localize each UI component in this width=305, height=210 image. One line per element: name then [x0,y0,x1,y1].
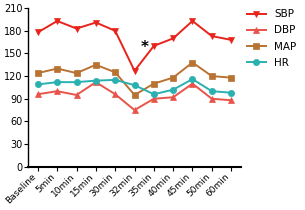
MAP [229,76,233,79]
Line: MAP: MAP [35,59,234,98]
DBP [75,94,78,96]
DBP [56,90,59,92]
HR [191,78,194,80]
SBP [113,30,117,32]
MAP [152,82,156,85]
DBP [94,81,98,83]
MAP [56,67,59,70]
Line: HR: HR [35,76,234,97]
MAP [36,72,40,74]
SBP [171,37,175,40]
SBP [133,70,136,72]
DBP [191,82,194,85]
DBP [171,96,175,98]
Line: SBP: SBP [35,18,234,74]
MAP [191,61,194,64]
HR [229,91,233,94]
HR [210,90,213,92]
MAP [133,94,136,96]
MAP [113,71,117,74]
DBP [229,99,233,101]
MAP [210,75,213,77]
DBP [36,93,40,96]
DBP [133,109,136,111]
HR [56,81,59,83]
Text: *: * [140,40,148,55]
HR [94,79,98,82]
HR [75,81,78,83]
MAP [171,76,175,79]
SBP [94,21,98,24]
Legend: SBP, DBP, MAP, HR: SBP, DBP, MAP, HR [243,5,301,72]
MAP [75,72,78,74]
DBP [113,93,117,96]
DBP [210,97,213,100]
HR [133,84,136,87]
Line: DBP: DBP [35,79,234,113]
HR [36,83,40,86]
SBP [229,39,233,41]
HR [152,93,156,96]
SBP [191,20,194,22]
SBP [36,31,40,34]
HR [171,88,175,91]
SBP [56,20,59,22]
DBP [152,97,156,100]
SBP [210,35,213,37]
MAP [94,63,98,66]
HR [113,79,117,81]
SBP [75,27,78,30]
SBP [152,45,156,47]
